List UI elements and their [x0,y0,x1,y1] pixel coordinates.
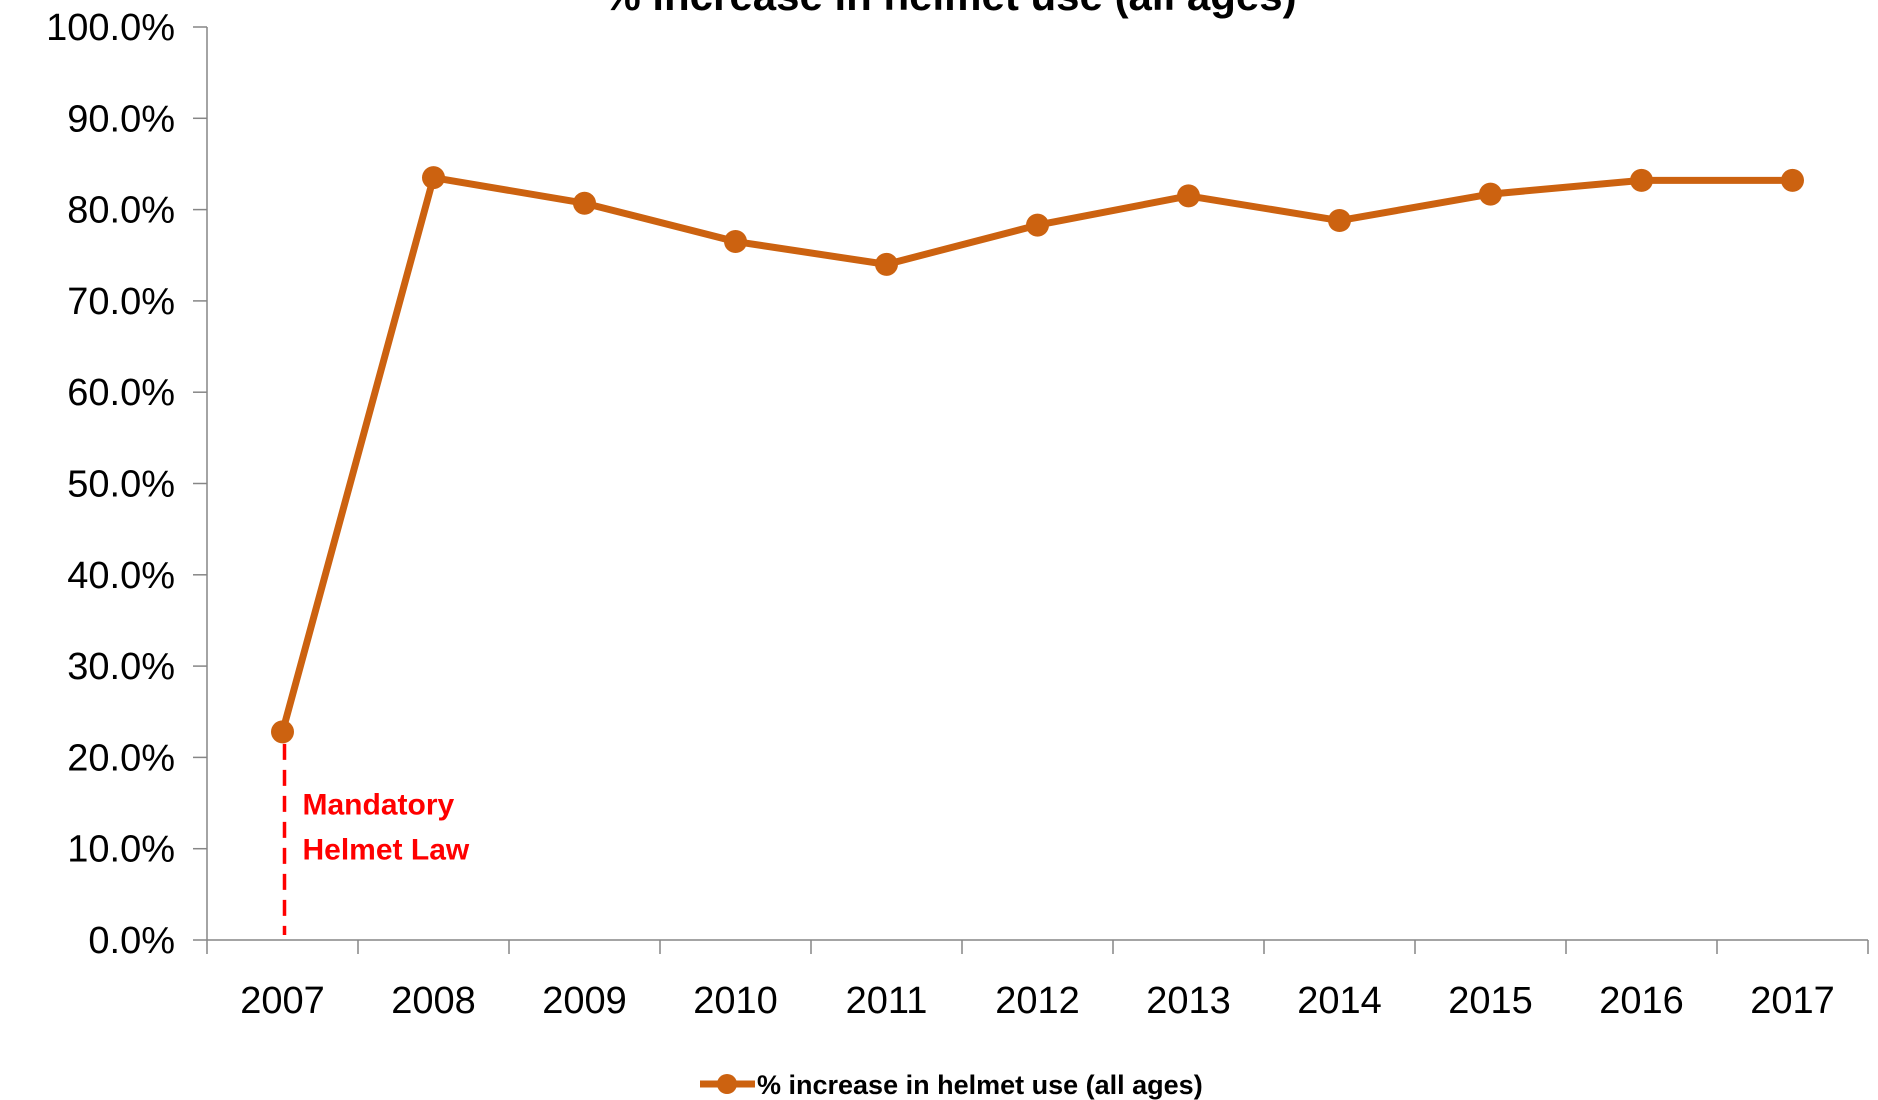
series-group [271,166,1804,744]
data-point [875,252,898,276]
y-tick-label: 0.0% [88,920,175,962]
y-tick-label: 70.0% [67,281,175,323]
x-tick-label: 2007 [240,980,325,1022]
data-point [1328,209,1351,233]
data-point [1781,168,1804,192]
x-tick-label: 2015 [1448,980,1533,1022]
legend-label: % increase in helmet use (all ages) [757,1070,1203,1100]
data-point [1026,213,1049,237]
x-tick-label: 2013 [1146,980,1231,1022]
y-tick-label: 40.0% [67,555,175,597]
y-tick-label: 60.0% [67,372,175,414]
x-tick-label: 2016 [1599,980,1684,1022]
y-tick-label: 30.0% [67,646,175,688]
annotation-label: Helmet Law [303,833,470,866]
data-point [422,166,445,190]
x-tick-label: 2012 [995,980,1080,1022]
x-tick-label: 2008 [391,980,476,1022]
x-tick-label: 2009 [542,980,627,1022]
y-tick-label: 10.0% [67,829,175,871]
y-tick-label: 50.0% [67,464,175,506]
x-tick-label: 2014 [1297,980,1382,1022]
axes: 0.0% 10.0% 20.0% 30.0% 40.0% 50.0% 60.0% 70.0% 8… [46,7,1869,1022]
y-tick-label: 80.0% [67,190,175,232]
y-tick-label: 100.0% [46,7,175,49]
y-tick-label: 20.0% [67,737,175,779]
legend-marker-swatch [717,1074,737,1094]
data-point [573,191,596,215]
legend: % increase in helmet use (all ages) [700,1070,1203,1100]
x-tick-label: 2017 [1750,980,1835,1022]
data-point [1177,184,1200,208]
chart-title: % increase in helmet use (all ages) [603,0,1296,19]
data-point [1479,182,1502,206]
x-tick-label: 2010 [693,980,778,1022]
x-tick-label: 2011 [846,980,928,1022]
data-point [271,720,294,744]
annotation-group: Mandatory Helmet Law [282,743,470,935]
y-tick-label: 90.0% [67,98,175,140]
data-point [1630,168,1653,192]
series-line [279,174,1793,733]
data-point [724,230,747,254]
annotation-label: Mandatory [303,788,455,821]
